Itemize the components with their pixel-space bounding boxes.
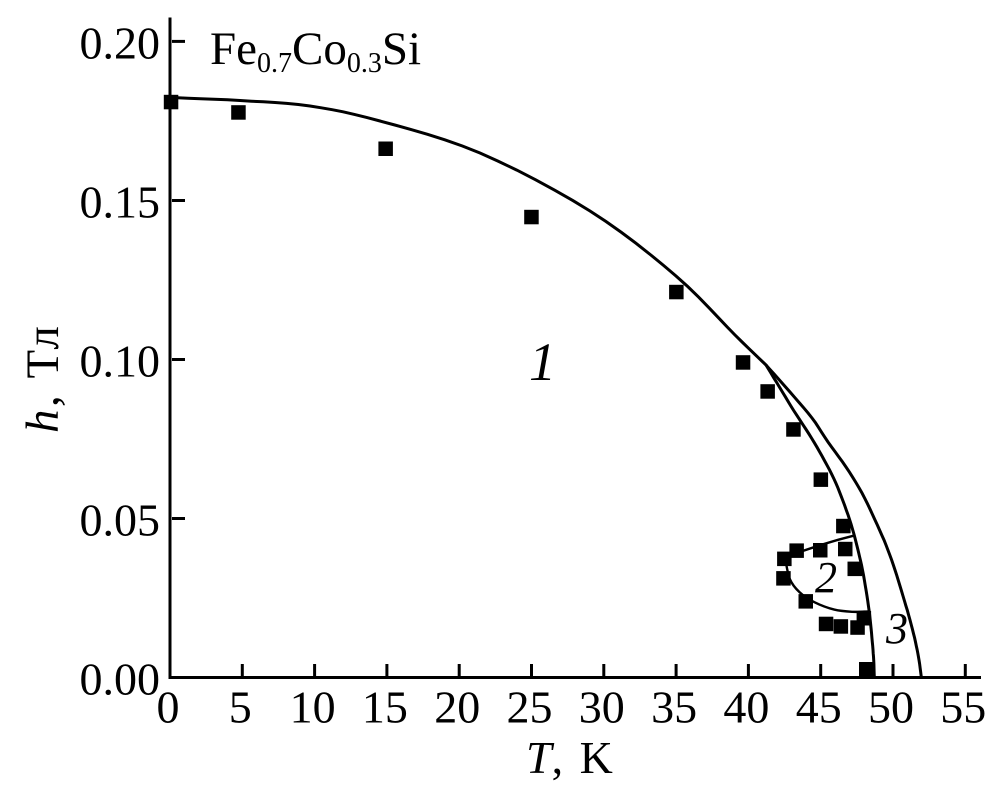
svg-text:0: 0 (157, 682, 180, 733)
svg-text:0.10: 0.10 (80, 336, 161, 387)
svg-text:T, K: T, K (526, 732, 613, 783)
svg-text:25: 25 (507, 682, 553, 733)
svg-text:10: 10 (290, 682, 336, 733)
svg-text:2: 2 (815, 553, 837, 602)
svg-text:45: 45 (796, 682, 842, 733)
svg-text:0.20: 0.20 (80, 18, 161, 69)
svg-text:h, Тл: h, Тл (17, 324, 69, 433)
svg-text:1: 1 (529, 332, 556, 392)
svg-text:3: 3 (885, 604, 908, 653)
svg-text:55: 55 (940, 682, 986, 733)
svg-text:0.15: 0.15 (80, 177, 161, 228)
svg-text:0.00: 0.00 (80, 654, 161, 705)
svg-text:5: 5 (229, 682, 252, 733)
svg-text:40: 40 (723, 682, 769, 733)
svg-text:0.05: 0.05 (80, 495, 161, 546)
svg-text:20: 20 (434, 682, 480, 733)
svg-text:50: 50 (868, 682, 914, 733)
svg-text:Fe0.7Co0.3Si: Fe0.7Co0.3Si (210, 23, 421, 79)
svg-text:35: 35 (651, 682, 697, 733)
svg-text:15: 15 (362, 682, 408, 733)
svg-text:30: 30 (579, 682, 625, 733)
